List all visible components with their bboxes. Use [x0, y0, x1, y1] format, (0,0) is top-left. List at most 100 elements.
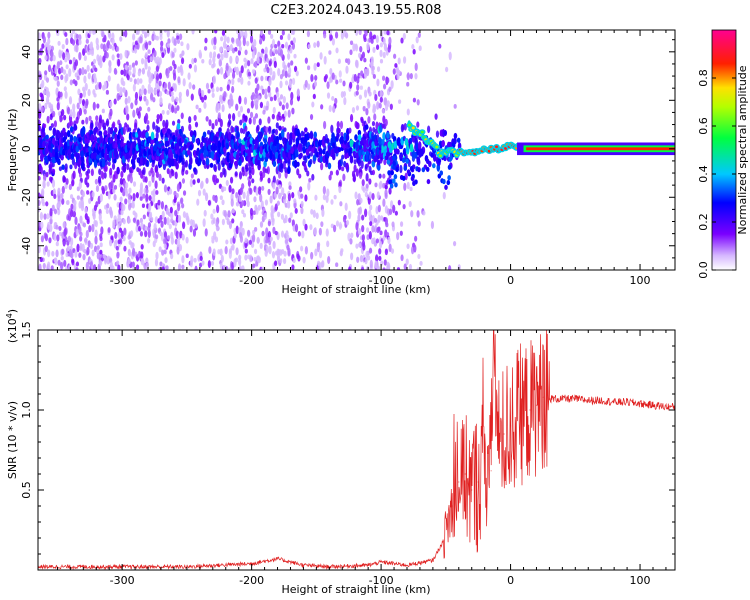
spectrogram-cell: [166, 30, 170, 38]
spectrogram-cell: [239, 105, 244, 113]
spectrogram-cell: [97, 175, 102, 184]
spectrogram-cell: [357, 134, 362, 141]
spectrogram-cell: [332, 224, 337, 233]
spectrogram-cell: [406, 72, 410, 81]
spectrogram-cell: [61, 185, 65, 194]
spectrogram-cell: [341, 154, 345, 160]
spectrogram-cell: [98, 121, 102, 131]
spectrogram-cell: [261, 185, 265, 191]
spectrogram-cell: [98, 81, 102, 90]
spectrogram-cell: [272, 182, 276, 190]
spectrogram-cell: [264, 249, 268, 257]
spectrogram-cell: [96, 103, 100, 109]
spectrogram-cell: [347, 58, 351, 66]
spectrogram-cell: [416, 99, 420, 106]
spectrogram-cell: [181, 178, 186, 184]
spectrogram-cell: [279, 94, 284, 100]
spectrogram-cell: [299, 186, 303, 193]
snr-data-point: [548, 398, 551, 400]
spectrogram-cell: [300, 200, 304, 208]
spectrogram-cell: [68, 96, 73, 105]
spectrogram-cell: [399, 164, 403, 174]
spectrogram-cell: [107, 75, 111, 82]
spectrogram-cell: [54, 76, 58, 82]
spectrogram-cell: [211, 92, 215, 98]
spectrogram-cell: [226, 71, 230, 77]
snr-xtick-label: 0: [507, 574, 514, 587]
spectrogram-cell: [371, 225, 375, 233]
spectrogram-cell: [393, 174, 398, 180]
spectrogram-cell: [120, 209, 124, 216]
spectrogram-cell: [418, 45, 422, 52]
spectrogram-cell: [90, 152, 95, 160]
colorbar-tick-label: 0.8: [697, 69, 710, 87]
spectrogram-cell: [148, 195, 152, 201]
spectrogram-cell: [38, 73, 43, 81]
spectrogram-cell: [254, 77, 258, 84]
spectrogram-cell: [350, 252, 354, 261]
spectrogram-cell: [306, 30, 311, 38]
spectrogram-cell: [350, 139, 354, 145]
spectrogram-cell: [375, 121, 379, 131]
spectrogram-cell: [99, 193, 103, 203]
spectrogram-cell: [452, 241, 457, 247]
spectrogram-cell: [59, 261, 64, 270]
spectrogram-cell: [78, 39, 82, 46]
spectrogram-cell: [76, 75, 80, 81]
spectrogram-cell: [376, 159, 381, 166]
spectrogram-cell: [294, 208, 298, 214]
snr-scale-prefix: (x10: [6, 318, 19, 343]
spectrogram-cell: [293, 53, 297, 59]
spectrogram-cell: [218, 59, 223, 67]
spectrogram-cell: [84, 237, 88, 245]
spectrogram-cell: [170, 211, 174, 220]
spectrogram-cell: [336, 121, 340, 129]
spectrogram-cell: [38, 199, 41, 207]
spectrogram-cell: [157, 199, 161, 206]
spectrogram-cell: [75, 116, 79, 124]
spectrogram-cell: [389, 208, 393, 215]
spectrogram-cell: [79, 215, 83, 224]
spectrogram-cell: [254, 227, 258, 232]
spectrogram-cell: [415, 36, 419, 44]
spectrogram-cell: [229, 68, 233, 73]
spectrogram-cell: [302, 146, 306, 154]
spectrogram-cell: [350, 232, 354, 239]
spectrogram-cell: [75, 228, 79, 237]
spectrogram-cell: [92, 211, 96, 220]
spectrogram-cell: [176, 123, 181, 130]
snr-data-point: [522, 412, 525, 414]
spectrogram-cell: [326, 81, 330, 90]
spectrogram-cell: [278, 115, 283, 121]
spectrogram-cell: [238, 258, 242, 266]
spectrogram-cell: [281, 30, 285, 36]
spectrogram-cell: [250, 100, 254, 109]
spectrogram-cell: [231, 127, 236, 133]
spectrogram-cell: [263, 138, 268, 144]
spectrogram-cell: [425, 158, 430, 164]
spectrogram-cell: [134, 122, 138, 131]
spectrogram-cell: [233, 232, 237, 239]
spectrogram-cell: [151, 195, 156, 203]
spectrogram-cell: [189, 144, 193, 151]
spectrogram-cell: [61, 198, 65, 205]
spectrogram-cell: [38, 57, 42, 64]
snr-data-point: [509, 425, 512, 427]
spectrogram-cell: [101, 185, 105, 192]
spectrogram-cell: [340, 132, 344, 137]
spectrogram-cell: [116, 166, 120, 175]
spectrogram-cell: [371, 237, 375, 245]
spectrogram-cell: [337, 147, 342, 153]
spectrogram-cell: [212, 62, 216, 68]
spectrogram-cell: [243, 96, 248, 105]
spectrogram-cell: [53, 208, 58, 215]
spectrogram-cell: [195, 104, 199, 110]
spectrogram-cell: [363, 57, 367, 63]
spectrogram-cell: [244, 30, 248, 39]
spectrogram-cell: [281, 44, 285, 49]
spectrogram-cell: [168, 223, 172, 230]
spectrogram-cell: [344, 202, 348, 212]
spectrogram-cell: [158, 80, 162, 87]
spectrogram-cell: [235, 103, 239, 111]
spectrogram-cell: [165, 140, 170, 147]
